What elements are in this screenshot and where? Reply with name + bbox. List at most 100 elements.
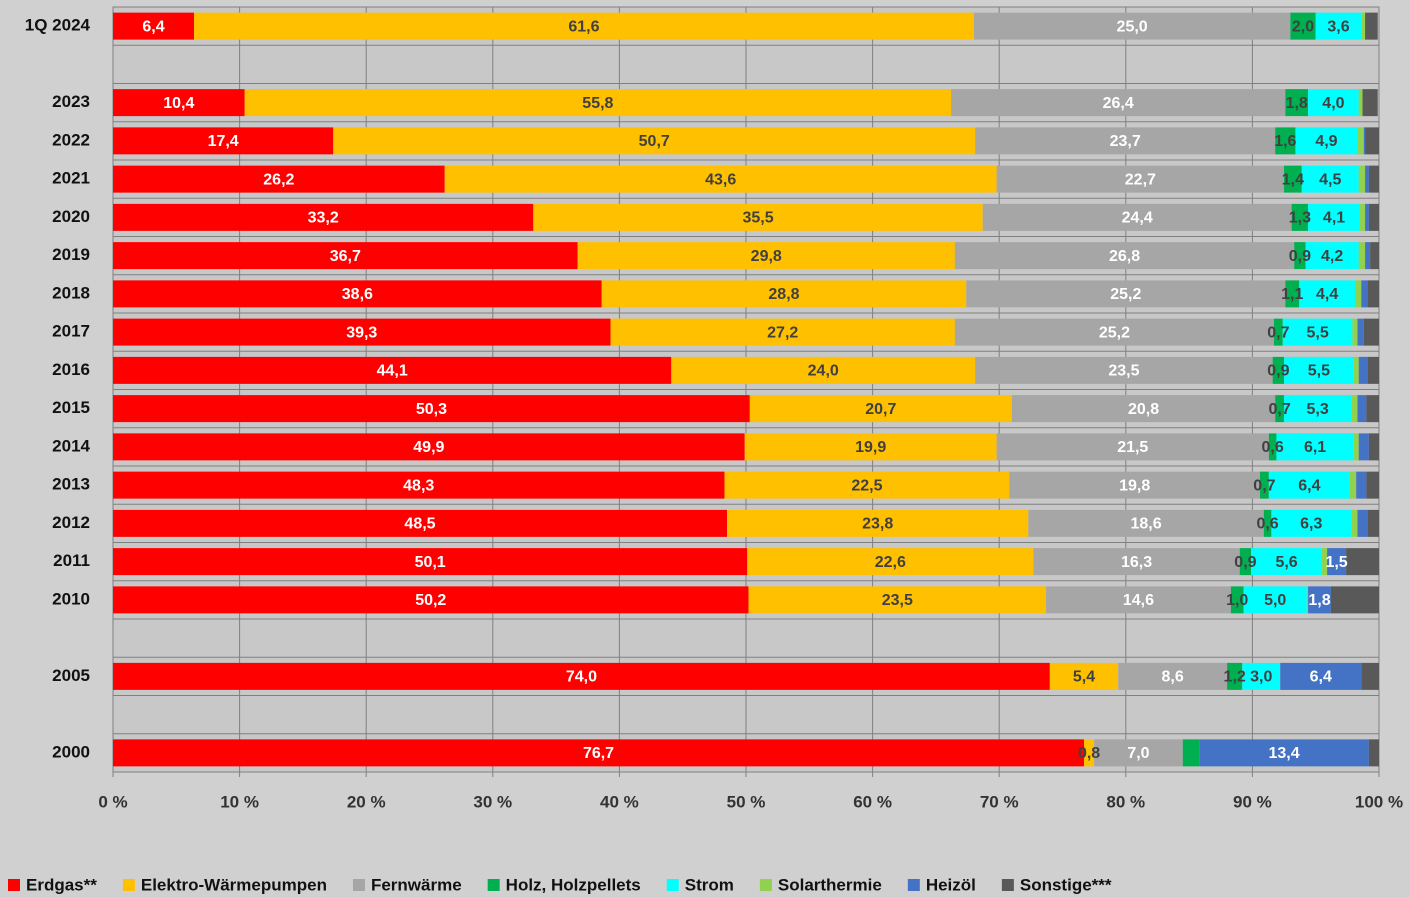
bar-segment bbox=[1028, 509, 1264, 537]
legend-swatch bbox=[666, 879, 679, 891]
data-label: 22,6 bbox=[875, 554, 906, 571]
x-tick-label: 90 % bbox=[1233, 792, 1272, 811]
data-label: 48,5 bbox=[404, 516, 435, 533]
category-label: 1Q 2024 bbox=[25, 16, 91, 35]
bar-segment bbox=[1363, 318, 1379, 346]
data-label: 21,5 bbox=[1117, 439, 1148, 456]
category-label: 2012 bbox=[52, 513, 90, 532]
bar-segment bbox=[1370, 242, 1379, 270]
bar-segment bbox=[113, 471, 725, 499]
bar-segment bbox=[1362, 89, 1378, 117]
data-label: 13,4 bbox=[1268, 745, 1299, 762]
category-label: 2013 bbox=[52, 475, 90, 494]
bar-segment bbox=[244, 89, 952, 117]
legend-label: Sonstige*** bbox=[1020, 875, 1112, 894]
data-label: 44,1 bbox=[377, 363, 408, 380]
data-label: 0,7 bbox=[1267, 324, 1289, 341]
category-label: 2022 bbox=[52, 130, 90, 149]
bar-segment bbox=[973, 12, 1291, 40]
bar-segment bbox=[1263, 509, 1272, 537]
legend-swatch bbox=[8, 879, 20, 891]
data-label: 5,4 bbox=[1073, 669, 1095, 686]
category-label: 2018 bbox=[52, 283, 90, 302]
data-label: 1,1 bbox=[1281, 286, 1303, 303]
category-label: 2005 bbox=[52, 666, 90, 685]
bar-segment bbox=[1290, 12, 1316, 40]
data-label: 10,4 bbox=[163, 95, 194, 112]
data-label: 29,8 bbox=[751, 248, 782, 265]
bar-segment bbox=[1199, 739, 1369, 767]
legend-label: Heizöl bbox=[926, 875, 976, 894]
bar-segment bbox=[1275, 395, 1285, 423]
data-label: 5,5 bbox=[1308, 363, 1330, 380]
bar-segment bbox=[113, 165, 445, 193]
data-label: 23,5 bbox=[882, 592, 913, 609]
bar-segment bbox=[1361, 12, 1366, 40]
bar-segment bbox=[1275, 127, 1296, 155]
bar-segment bbox=[1084, 739, 1095, 767]
x-tick-label: 10 % bbox=[220, 792, 259, 811]
category-label: 2000 bbox=[52, 742, 90, 761]
bar-segment bbox=[1182, 739, 1200, 767]
bar-segment bbox=[1363, 127, 1366, 155]
data-label: 1,8 bbox=[1308, 592, 1330, 609]
bar-segment bbox=[1358, 356, 1368, 384]
x-tick-label: 50 % bbox=[727, 792, 766, 811]
bar-segment bbox=[1308, 203, 1361, 231]
bar-segment bbox=[1276, 433, 1354, 461]
data-label: 1,6 bbox=[1274, 133, 1296, 150]
legend-swatch bbox=[759, 879, 772, 891]
data-label: 17,4 bbox=[208, 133, 239, 150]
bar-segment bbox=[113, 203, 534, 231]
x-tick-label: 60 % bbox=[853, 792, 892, 811]
bar-segment bbox=[1271, 509, 1352, 537]
bar-segment bbox=[1346, 548, 1379, 576]
bar-segment bbox=[1368, 203, 1379, 231]
data-label: 0,8 bbox=[1078, 745, 1100, 762]
category-label: 2010 bbox=[52, 589, 90, 608]
bar-segment bbox=[1327, 548, 1347, 576]
bar-segment bbox=[727, 509, 1029, 537]
data-label: 23,5 bbox=[1108, 363, 1139, 380]
data-label: 24,4 bbox=[1122, 210, 1153, 227]
category-label: 2019 bbox=[52, 245, 90, 264]
bar-segment bbox=[333, 127, 976, 155]
bar-segment bbox=[1353, 356, 1359, 384]
data-label: 19,8 bbox=[1119, 477, 1150, 494]
data-label: 27,2 bbox=[767, 324, 798, 341]
bar-segment bbox=[1322, 548, 1328, 576]
data-label: 0,9 bbox=[1267, 363, 1289, 380]
category-label: 2011 bbox=[53, 551, 90, 570]
data-label: 5,5 bbox=[1306, 324, 1328, 341]
bar-segment bbox=[1268, 471, 1350, 499]
data-label: 5,6 bbox=[1275, 554, 1297, 571]
bar-segment bbox=[533, 203, 983, 231]
bar-segment bbox=[113, 586, 749, 614]
bar-segment bbox=[1366, 395, 1379, 423]
bar-segment bbox=[747, 548, 1034, 576]
x-tick-label: 70 % bbox=[980, 792, 1019, 811]
bar-segment bbox=[113, 242, 578, 270]
bar-segment bbox=[1046, 586, 1231, 614]
bar-segment bbox=[1284, 165, 1302, 193]
bar-segment bbox=[1011, 395, 1276, 423]
data-label: 50,7 bbox=[639, 133, 670, 150]
data-label: 1,4 bbox=[1282, 171, 1304, 188]
bar-segment bbox=[113, 739, 1085, 767]
data-label: 38,6 bbox=[342, 286, 373, 303]
x-tick-label: 0 % bbox=[98, 792, 127, 811]
x-tick-label: 20 % bbox=[347, 792, 386, 811]
bar-segment bbox=[1280, 662, 1362, 690]
bar-segment bbox=[1360, 203, 1366, 231]
bar-segment bbox=[975, 127, 1276, 155]
data-label: 6,4 bbox=[1298, 477, 1320, 494]
bar-segment bbox=[1242, 662, 1281, 690]
bar-segment bbox=[1243, 586, 1307, 614]
data-label: 26,4 bbox=[1103, 95, 1134, 112]
bar-segment bbox=[1365, 242, 1371, 270]
bar-segment bbox=[982, 203, 1292, 231]
bar-segment bbox=[1273, 318, 1283, 346]
data-label: 20,7 bbox=[865, 401, 896, 418]
